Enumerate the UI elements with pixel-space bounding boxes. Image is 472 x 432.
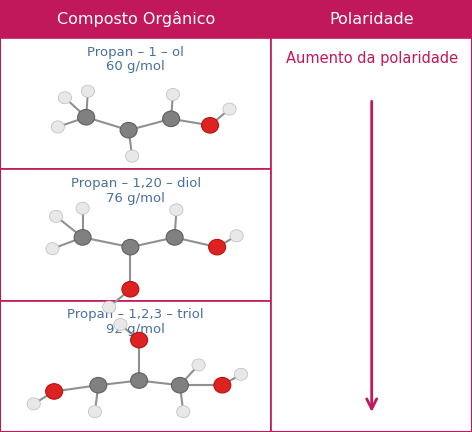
Circle shape bbox=[122, 282, 139, 297]
Bar bbox=[271, 38, 472, 432]
Circle shape bbox=[114, 318, 127, 330]
Circle shape bbox=[88, 406, 101, 418]
Text: Propan – 1 – ol: Propan – 1 – ol bbox=[87, 46, 184, 59]
Circle shape bbox=[27, 398, 41, 410]
Circle shape bbox=[214, 378, 231, 393]
Circle shape bbox=[177, 406, 190, 418]
Bar bbox=[0, 0, 271, 38]
Text: Propan – 1,2,3 – triol: Propan – 1,2,3 – triol bbox=[67, 308, 204, 321]
Circle shape bbox=[51, 121, 64, 133]
Bar bbox=[271, 0, 472, 38]
Circle shape bbox=[59, 92, 72, 104]
Circle shape bbox=[166, 89, 179, 101]
Circle shape bbox=[166, 230, 183, 245]
Text: Aumento da polaridade: Aumento da polaridade bbox=[286, 51, 458, 66]
Circle shape bbox=[90, 378, 107, 393]
Text: Polaridade: Polaridade bbox=[329, 12, 414, 26]
Circle shape bbox=[171, 378, 188, 393]
Circle shape bbox=[235, 368, 248, 380]
Text: 92 g/mol: 92 g/mol bbox=[106, 323, 165, 336]
Circle shape bbox=[122, 239, 139, 255]
Circle shape bbox=[126, 150, 139, 162]
Circle shape bbox=[230, 230, 243, 242]
Circle shape bbox=[46, 243, 59, 255]
Text: 76 g/mol: 76 g/mol bbox=[106, 192, 165, 205]
Circle shape bbox=[46, 384, 63, 399]
Circle shape bbox=[131, 373, 148, 388]
Text: Composto Orgânico: Composto Orgânico bbox=[57, 11, 215, 27]
Circle shape bbox=[81, 85, 94, 97]
Circle shape bbox=[209, 239, 226, 255]
Circle shape bbox=[162, 111, 179, 127]
Circle shape bbox=[223, 103, 236, 115]
Circle shape bbox=[202, 118, 219, 133]
Circle shape bbox=[131, 332, 148, 348]
Circle shape bbox=[77, 109, 94, 125]
Circle shape bbox=[192, 359, 205, 371]
Text: Propan – 1,20 – diol: Propan – 1,20 – diol bbox=[71, 177, 201, 190]
Circle shape bbox=[50, 210, 63, 222]
Text: 60 g/mol: 60 g/mol bbox=[106, 60, 165, 73]
Bar bbox=[0, 301, 271, 432]
Bar bbox=[0, 169, 271, 301]
Circle shape bbox=[170, 204, 183, 216]
Circle shape bbox=[102, 301, 116, 313]
Circle shape bbox=[120, 122, 137, 138]
Circle shape bbox=[76, 202, 89, 214]
Bar bbox=[0, 38, 271, 169]
Circle shape bbox=[74, 230, 91, 245]
